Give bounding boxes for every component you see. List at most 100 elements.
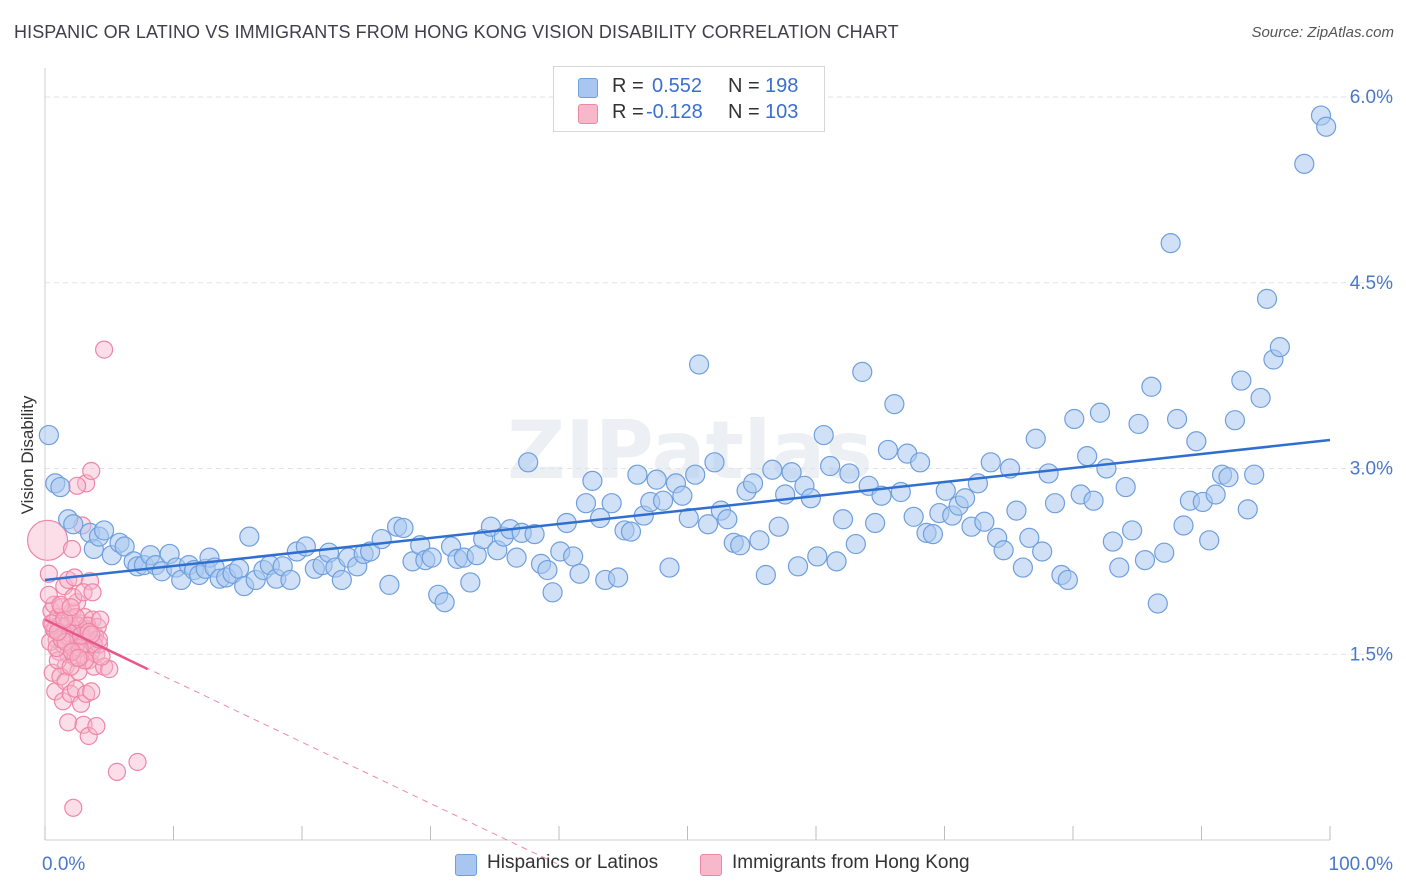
point-hispanic bbox=[1134, 550, 1156, 571]
point-hispanic bbox=[865, 512, 886, 534]
point-hongkong bbox=[91, 610, 110, 629]
point-hispanic bbox=[749, 530, 770, 551]
point-hispanic bbox=[1089, 402, 1111, 423]
point-hispanic bbox=[518, 452, 539, 473]
n-label: N = bbox=[728, 75, 760, 97]
point-hispanic bbox=[742, 473, 764, 494]
point-hispanic bbox=[909, 452, 931, 473]
point-hispanic bbox=[877, 439, 899, 461]
point-hongkong bbox=[61, 598, 80, 617]
point-hispanic bbox=[1154, 542, 1175, 563]
data-points bbox=[26, 105, 1337, 817]
point-hongkong bbox=[95, 340, 114, 359]
point-hispanic bbox=[421, 547, 442, 568]
point-hispanic bbox=[460, 572, 481, 593]
point-hispanic bbox=[537, 559, 558, 581]
point-hongkong bbox=[47, 638, 66, 658]
point-hispanic bbox=[717, 509, 738, 530]
point-hongkong bbox=[79, 726, 98, 746]
point-hispanic bbox=[506, 547, 527, 568]
point-hispanic bbox=[1199, 530, 1220, 551]
point-hongkong bbox=[74, 715, 93, 734]
point-hongkong bbox=[87, 716, 106, 736]
point-hongkong bbox=[128, 752, 147, 772]
point-hispanic bbox=[1115, 476, 1136, 498]
legend-label: Immigrants from Hong Kong bbox=[732, 852, 970, 873]
point-hispanic bbox=[852, 361, 873, 383]
point-hongkong bbox=[62, 539, 82, 559]
point-hispanic bbox=[1316, 116, 1337, 137]
x-tick-label: 100.0% bbox=[1329, 854, 1394, 875]
point-hongkong bbox=[59, 713, 78, 732]
point-hongkong bbox=[83, 583, 102, 602]
point-hispanic bbox=[50, 476, 71, 498]
point-hispanic bbox=[38, 424, 59, 446]
point-hispanic bbox=[1083, 490, 1104, 511]
point-hispanic bbox=[1269, 337, 1290, 358]
point-hispanic bbox=[697, 514, 719, 535]
point-hispanic bbox=[1012, 557, 1033, 578]
point-hongkong bbox=[80, 572, 100, 591]
point-hispanic bbox=[1237, 499, 1258, 520]
point-hongkong bbox=[56, 632, 75, 651]
point-hispanic bbox=[228, 558, 250, 579]
point-hispanic bbox=[832, 509, 854, 530]
point-hispanic bbox=[974, 511, 995, 532]
point-hispanic bbox=[1025, 428, 1046, 449]
series-legend: Hispanics or Latinos Immigrants from Hon… bbox=[0, 852, 1406, 878]
r-label: R = bbox=[612, 101, 644, 123]
r-value: 0.552 bbox=[652, 75, 703, 97]
point-hongkong bbox=[82, 682, 101, 701]
point-hispanic bbox=[820, 455, 841, 477]
point-hispanic bbox=[1244, 464, 1265, 485]
point-hongkong bbox=[53, 692, 73, 711]
point-hispanic bbox=[839, 463, 860, 484]
point-hispanic bbox=[678, 507, 699, 529]
point-hispanic bbox=[627, 464, 648, 485]
point-hispanic bbox=[762, 459, 783, 480]
point-hispanic bbox=[1102, 531, 1123, 552]
point-hispanic bbox=[922, 524, 944, 545]
chart-title: HISPANIC OR LATINO VS IMMIGRANTS FROM HO… bbox=[14, 22, 899, 42]
y-tick-label: 1.5% bbox=[1350, 644, 1393, 665]
point-hispanic bbox=[63, 514, 84, 535]
point-hispanic bbox=[685, 464, 706, 485]
point-hispanic bbox=[575, 493, 597, 514]
point-hispanic bbox=[813, 424, 834, 446]
n-value: 198 bbox=[765, 75, 799, 97]
point-hispanic bbox=[563, 546, 584, 567]
y-tick-label: 3.0% bbox=[1350, 459, 1393, 480]
point-hispanic bbox=[542, 582, 563, 603]
point-hispanic bbox=[434, 592, 455, 613]
point-hispanic bbox=[608, 567, 629, 588]
series-swatch bbox=[578, 104, 598, 124]
trend-line-hispanic bbox=[44, 438, 1331, 582]
stats-row-hispanic: R = 0.552 N = 198 bbox=[554, 75, 824, 101]
point-hispanic bbox=[94, 520, 115, 541]
point-hispanic bbox=[672, 485, 693, 506]
point-hispanic bbox=[1128, 413, 1149, 435]
point-hispanic bbox=[993, 540, 1014, 561]
point-hispanic bbox=[871, 485, 892, 506]
point-hispanic bbox=[1096, 458, 1117, 479]
point-hispanic bbox=[730, 535, 751, 556]
point-hispanic bbox=[884, 394, 905, 415]
point-hispanic bbox=[601, 493, 622, 514]
point-hispanic bbox=[239, 526, 260, 547]
x-tick-label: 0.0% bbox=[42, 854, 85, 875]
point-hispanic bbox=[280, 569, 301, 591]
point-hispanic bbox=[360, 541, 381, 562]
point-hispanic bbox=[620, 521, 642, 542]
point-hispanic bbox=[1141, 376, 1162, 397]
point-hispanic bbox=[980, 452, 1001, 473]
y-tick-label: 6.0% bbox=[1350, 87, 1393, 108]
axes bbox=[44, 68, 1331, 841]
point-hispanic bbox=[569, 563, 590, 584]
y-tick-label: 4.5% bbox=[1350, 273, 1393, 294]
point-hongkong bbox=[64, 798, 83, 817]
point-hispanic bbox=[1038, 463, 1059, 484]
stats-legend: R = 0.552 N = 198 R = -0.128 N = 103 bbox=[553, 66, 825, 132]
point-hispanic bbox=[331, 569, 352, 591]
point-hispanic bbox=[646, 469, 667, 490]
